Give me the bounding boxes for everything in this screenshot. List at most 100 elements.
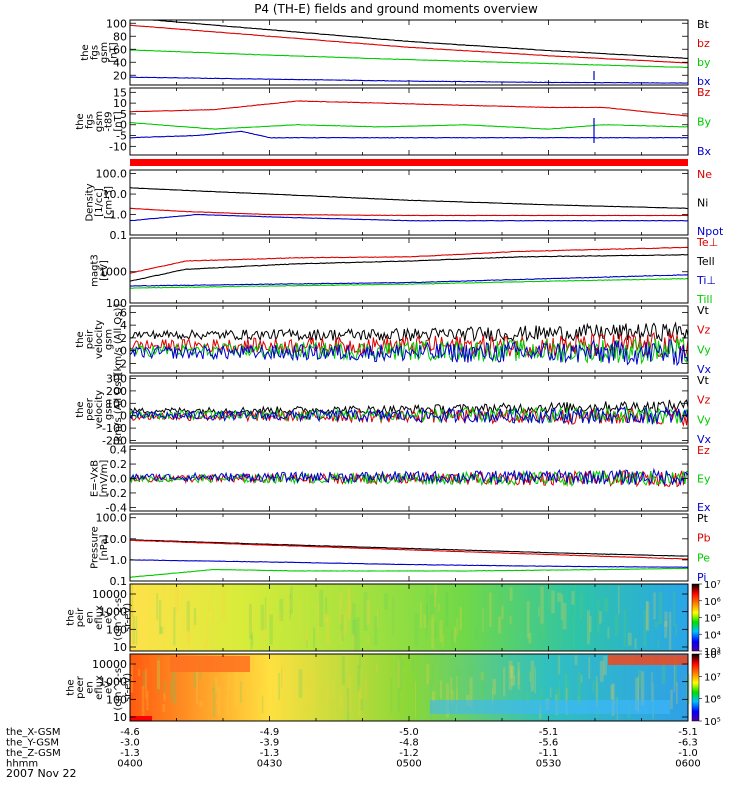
y-tick-label: 100: [106, 17, 127, 30]
spectrogram-texture: [252, 608, 254, 639]
spectrogram-texture: [262, 613, 266, 642]
y-tick-label: 15: [113, 86, 127, 99]
spectrogram-texture: [187, 629, 191, 646]
colorbar-tick-label: 10⁴: [704, 630, 721, 641]
date-label: 2007 Nov 22: [6, 767, 76, 780]
series-line-3-3: [129, 277, 689, 289]
y-tick-label: 1000: [99, 606, 127, 619]
x-axis-value: -4.9: [260, 727, 280, 738]
spectrogram-texture: [363, 592, 368, 631]
x-axis-row-label: the_X-GSM: [6, 727, 60, 738]
panel-6: Ez Ey Ex -0.4-0.20.0 0.20.4 E=-VxB[mV/m]: [89, 444, 711, 515]
y-axis-label-line: en: [85, 681, 96, 694]
y-tick-label: -0.4: [106, 501, 127, 514]
y-tick-label: 100: [106, 693, 127, 706]
y-axis-label-line: the: [66, 609, 77, 625]
spectrogram-texture: [474, 627, 478, 639]
legend-4-1: Vz: [697, 324, 711, 337]
x-axis-value: -1.2: [399, 748, 419, 759]
y-axis-label-line: Pressure: [89, 526, 100, 569]
y-axis-label-line: gsm: [99, 42, 110, 63]
spectrogram-texture: [183, 618, 186, 630]
series-line-4-0: [129, 321, 689, 343]
spectrogram-texture: [450, 677, 453, 702]
x-axis-value: -4.6: [120, 727, 140, 738]
spectrogram-texture: [217, 686, 221, 716]
y-tick-label: 100: [106, 297, 127, 310]
panel-frame-3: [129, 237, 689, 304]
spectrogram-texture: [498, 616, 502, 634]
y-axis-label-line: velocity: [94, 320, 105, 359]
spectrogram-texture: [366, 599, 371, 626]
spectrogram-texture: [214, 677, 218, 694]
legend-0-2: by: [697, 56, 711, 69]
spectrogram-texture: [345, 597, 347, 633]
spectrogram-texture: [526, 600, 530, 639]
x-axis-value: -5.1: [539, 727, 559, 738]
y-tick-label: 100.0: [96, 512, 128, 525]
colorbar-tick-label: 10⁵: [704, 614, 721, 625]
spectrogram-texture: [255, 668, 259, 691]
y-tick-label: -0.2: [106, 487, 127, 500]
y-axis-label-line: [cm-3]: [104, 186, 115, 219]
x-axis-value: 0400: [117, 759, 142, 770]
spectrogram-texture: [141, 686, 145, 717]
spectrogram-texture: [415, 681, 416, 718]
series-line-7-0: [130, 539, 689, 557]
series-line-1-1: [130, 122, 688, 130]
spectrogram-texture: [673, 655, 678, 686]
spectrogram-texture: [159, 626, 164, 634]
spectrogram-texture: [268, 600, 270, 622]
spectrogram-texture: [175, 587, 179, 613]
spectrogram-texture: [157, 660, 160, 689]
y-tick-label: 200: [106, 385, 127, 398]
spectrogram-texture: [664, 611, 668, 627]
spectrogram-texture: [132, 615, 135, 645]
y-axis-label-line: [1/cc]: [94, 188, 105, 217]
y-tick-label: 1.0: [110, 209, 128, 222]
x-axis-value: -3.9: [260, 738, 280, 749]
legend-4-3: Vx: [697, 363, 712, 376]
spectrogram-texture: [530, 660, 535, 692]
spectrogram-texture: [654, 621, 659, 628]
spectrogram-texture: [534, 667, 536, 694]
series-line-2-2: [129, 213, 688, 222]
colorbar-9: [691, 653, 700, 722]
spectrogram-texture: [673, 657, 676, 693]
spectrogram-texture: [453, 668, 457, 707]
spectrogram-texture: [326, 684, 328, 704]
spectrogram-texture: [481, 673, 485, 703]
spectrogram-texture: [156, 593, 159, 620]
legend-3-3: Till: [696, 293, 713, 306]
spectrogram-texture: [474, 663, 478, 671]
spectrogram-texture: [528, 633, 532, 644]
spectrogram-texture: [348, 674, 351, 713]
x-axis-value: -3.0: [120, 738, 140, 749]
y-tick-label: 100: [106, 623, 127, 636]
spectrogram-texture: [199, 700, 203, 708]
spectrogram-texture: [564, 673, 568, 704]
spectrogram-texture: [280, 661, 283, 691]
spectrogram-texture: [346, 692, 348, 712]
spectrogram-texture: [158, 600, 162, 635]
spectrogram-texture: [137, 668, 141, 676]
series-line-7-3: [130, 559, 689, 568]
spectrogram-texture: [560, 624, 562, 635]
spectrogram-texture: [572, 619, 575, 649]
y-tick-label: 100.0: [96, 168, 128, 181]
spectrogram-texture: [355, 617, 360, 651]
spectrogram-texture: [357, 665, 361, 692]
spectrogram-texture: [192, 621, 196, 629]
spectrogram-texture: [664, 621, 668, 638]
spectrogram-texture: [392, 596, 394, 636]
spectrogram-texture: [425, 603, 428, 638]
spectrogram-texture: [247, 600, 250, 636]
spectrogram-texture: [556, 656, 558, 677]
spectrogram-texture: [670, 689, 673, 710]
spectrogram-texture: [634, 638, 637, 650]
spectrogram-texture: [339, 630, 343, 644]
spectrogram-texture: [480, 672, 484, 681]
